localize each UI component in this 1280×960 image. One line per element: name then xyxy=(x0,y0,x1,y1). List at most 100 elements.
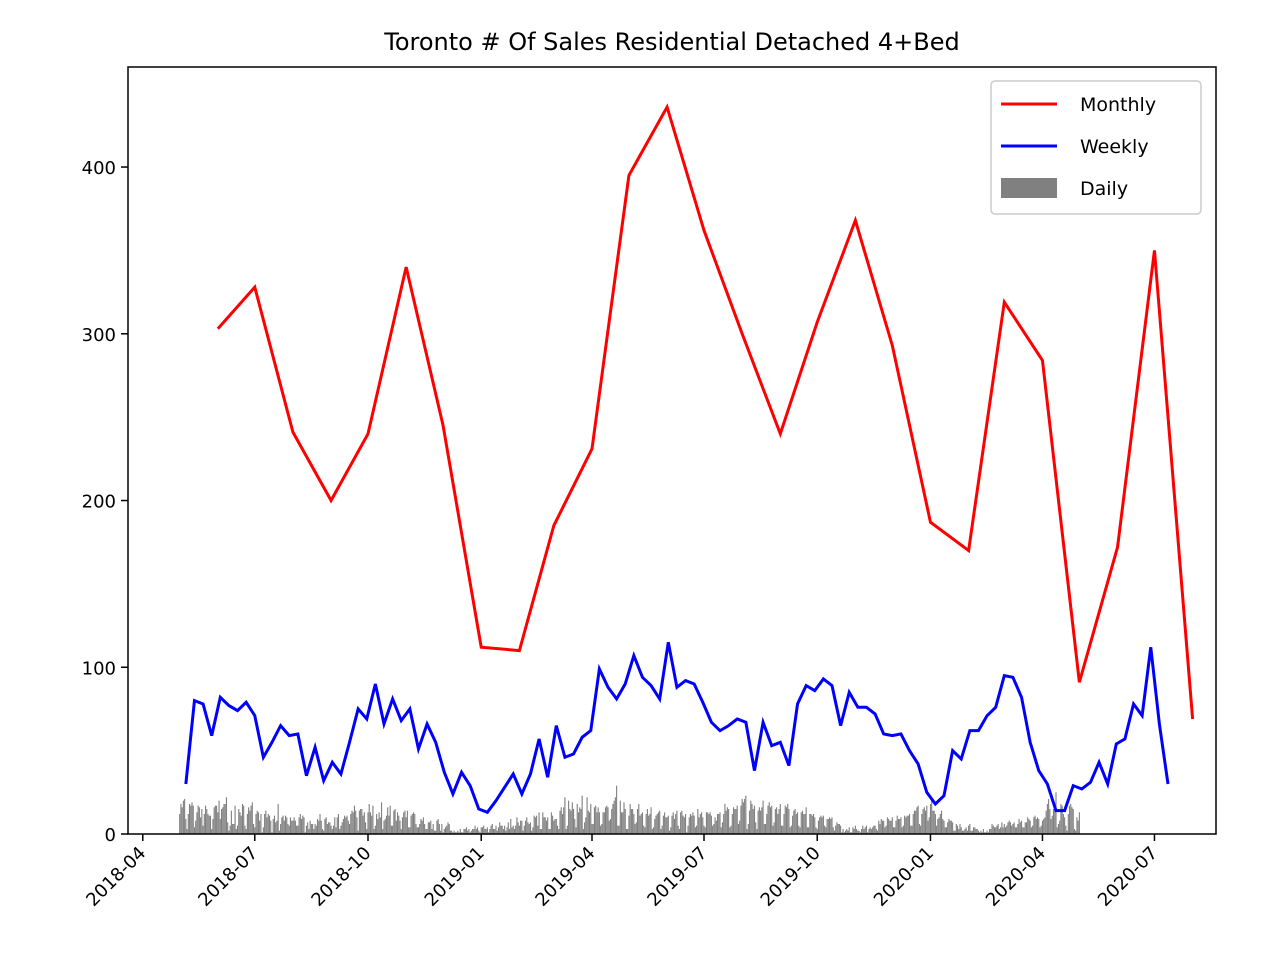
daily-bar xyxy=(308,829,310,834)
daily-bar xyxy=(891,817,893,834)
daily-bar xyxy=(467,830,469,834)
daily-bar xyxy=(289,817,292,834)
daily-bar xyxy=(608,820,610,834)
daily-bar xyxy=(734,808,736,834)
axes-frame xyxy=(127,66,1217,835)
daily-bar xyxy=(1029,820,1031,834)
daily-bar xyxy=(313,829,315,834)
daily-bar xyxy=(516,817,518,834)
daily-bar xyxy=(817,820,820,834)
daily-bar xyxy=(543,817,545,834)
daily-bar xyxy=(667,815,669,834)
daily-bar xyxy=(881,820,884,834)
daily-bar xyxy=(441,824,443,834)
daily-bar xyxy=(435,830,437,834)
daily-bar xyxy=(193,827,196,834)
daily-bar xyxy=(234,805,236,834)
daily-bar xyxy=(491,824,493,834)
daily-bar xyxy=(1019,822,1021,834)
daily-bar xyxy=(549,829,551,834)
daily-bar xyxy=(853,829,855,834)
daily-bar xyxy=(534,817,536,834)
daily-bar xyxy=(1032,825,1034,834)
daily-bar xyxy=(852,827,854,834)
daily-bar xyxy=(1049,808,1051,834)
daily-bar xyxy=(708,813,710,834)
daily-bar xyxy=(780,825,783,834)
daily-bar xyxy=(1054,807,1056,834)
daily-bar xyxy=(473,829,475,834)
daily-bar xyxy=(782,825,784,834)
daily-bar xyxy=(1045,810,1047,834)
daily-bar xyxy=(742,802,744,834)
daily-bar xyxy=(254,827,256,834)
daily-bar xyxy=(570,810,572,834)
daily-bar xyxy=(527,822,529,834)
daily-bar xyxy=(216,805,218,834)
daily-bar xyxy=(816,829,818,834)
daily-bar xyxy=(790,825,792,834)
daily-bar xyxy=(918,824,920,834)
daily-bar xyxy=(217,812,219,834)
daily-bar xyxy=(486,827,488,834)
daily-bar xyxy=(277,803,279,834)
daily-bar xyxy=(347,820,349,834)
daily-bar xyxy=(970,830,972,834)
daily-bar xyxy=(870,829,872,834)
daily-bar xyxy=(554,818,556,834)
daily-bar xyxy=(772,825,774,834)
daily-bar xyxy=(433,830,436,834)
daily-bar xyxy=(223,803,225,834)
daily-bar xyxy=(186,829,188,834)
daily-bar xyxy=(1036,817,1039,834)
daily-bar xyxy=(416,827,418,834)
daily-bar xyxy=(316,818,319,834)
daily-bar xyxy=(924,810,927,834)
daily-bar xyxy=(494,829,496,834)
daily-bar xyxy=(604,807,607,834)
daily-bar xyxy=(921,813,923,834)
daily-bar xyxy=(262,827,264,834)
daily-bar xyxy=(261,832,263,834)
daily-bar xyxy=(500,825,502,834)
daily-bar xyxy=(689,813,692,834)
daily-bar xyxy=(1039,827,1041,834)
daily-bar xyxy=(228,830,230,834)
daily-bar xyxy=(561,813,564,834)
daily-bar xyxy=(714,817,716,834)
daily-bar xyxy=(860,829,863,834)
daily-bar xyxy=(324,818,326,834)
daily-bar xyxy=(945,827,948,834)
daily-bar xyxy=(846,829,848,834)
daily-bar xyxy=(517,822,519,834)
daily-bar xyxy=(244,825,246,834)
daily-bar xyxy=(900,817,902,834)
daily-bar xyxy=(569,808,571,834)
daily-bar xyxy=(838,824,840,834)
daily-bar xyxy=(267,813,269,834)
daily-bar xyxy=(181,807,183,834)
daily-bar xyxy=(670,827,672,834)
daily-bar xyxy=(553,820,555,834)
daily-bar xyxy=(832,827,834,834)
daily-bar xyxy=(968,825,970,834)
daily-bar xyxy=(1043,818,1045,834)
daily-bar xyxy=(587,810,589,834)
daily-bar xyxy=(938,817,940,834)
daily-bar xyxy=(843,832,845,834)
daily-bar xyxy=(678,829,680,834)
daily-bar xyxy=(634,824,636,834)
daily-bar xyxy=(875,829,877,834)
daily-bar xyxy=(664,812,666,834)
daily-bar xyxy=(809,813,811,834)
daily-bar xyxy=(958,829,960,834)
daily-bar xyxy=(982,829,984,834)
daily-bar xyxy=(533,815,535,834)
daily-bar xyxy=(326,824,328,834)
daily-bar xyxy=(218,800,220,834)
daily-bar xyxy=(975,829,977,834)
daily-bar xyxy=(942,818,944,834)
daily-bar xyxy=(693,815,695,834)
daily-bar xyxy=(465,827,468,834)
daily-bar xyxy=(1055,792,1057,834)
